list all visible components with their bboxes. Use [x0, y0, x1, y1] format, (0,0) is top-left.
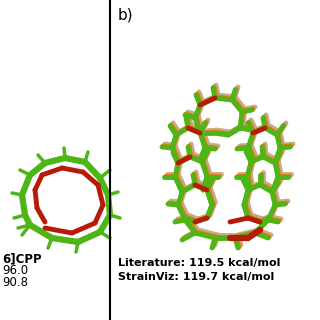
Text: 96.0: 96.0 [2, 264, 28, 277]
Text: 6]CPP: 6]CPP [2, 252, 42, 265]
Text: b): b) [118, 8, 134, 23]
Text: StrainViz: 119.7 kcal/mol: StrainViz: 119.7 kcal/mol [118, 272, 274, 282]
Text: Literature: 119.5 kcal/mol: Literature: 119.5 kcal/mol [118, 258, 280, 268]
Text: 90.8: 90.8 [2, 276, 28, 289]
